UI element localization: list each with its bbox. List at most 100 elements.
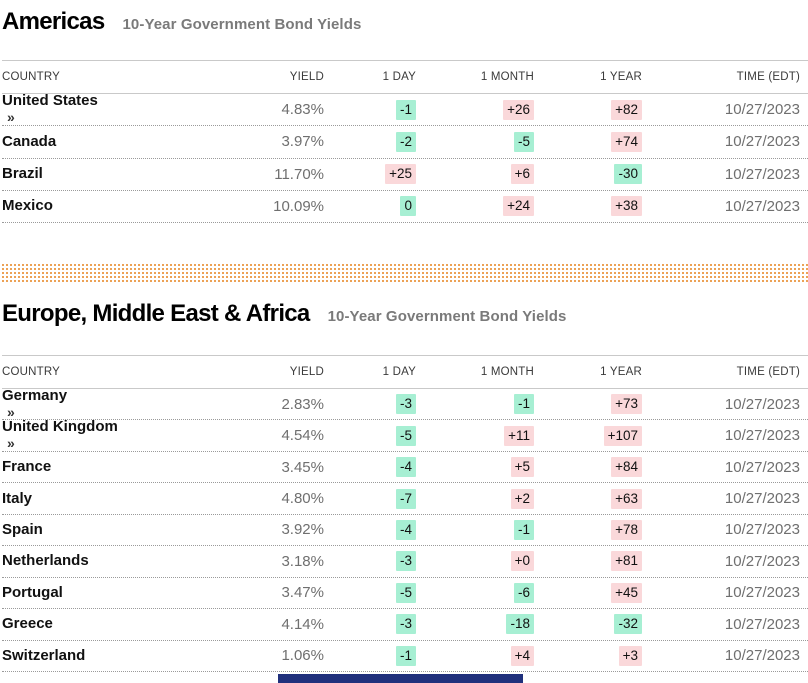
country-name: Canada xyxy=(2,132,57,150)
country-link-arrow-icon[interactable]: » xyxy=(7,403,15,420)
change-1-year-cell: +74 xyxy=(534,131,642,152)
table-body: Germany» 2.83% -3 -1 +73 10/27/2023 United Kin… xyxy=(2,387,808,672)
change-1-month-cell: -1 xyxy=(416,519,534,540)
country-cell: Mexico xyxy=(2,197,174,215)
time-cell: 10/27/2023 xyxy=(724,101,800,119)
section-subtitle: 10-Year Government Bond Yields xyxy=(122,16,362,33)
country-name: Greece xyxy=(2,615,53,633)
change-1-day-cell: -4 xyxy=(324,519,416,540)
change-1-year-cell: -32 xyxy=(534,614,642,635)
table-row: Brazil 11.70% +25 +6 -30 10/27/2023 xyxy=(2,159,808,191)
section-title: Americas xyxy=(2,8,105,35)
change-1-month-cell: +0 xyxy=(416,551,534,572)
section-subtitle: 10-Year Government Bond Yields xyxy=(327,308,567,325)
yield-cell: 2.83% xyxy=(281,395,324,413)
change-1-month-cell: -1 xyxy=(416,394,534,415)
time-cell: 10/27/2023 xyxy=(724,521,800,539)
country-link-arrow-icon[interactable]: » xyxy=(7,109,15,126)
column-header-1-year: 1 YEAR xyxy=(600,366,642,378)
change-badge: +78 xyxy=(611,519,642,540)
change-badge: +107 xyxy=(603,425,642,446)
change-badge: +5 xyxy=(510,457,534,478)
change-1-year-cell: +3 xyxy=(534,645,642,666)
change-1-month-cell: +2 xyxy=(416,488,534,509)
change-1-day-cell: -2 xyxy=(324,131,416,152)
bond-yields-table: COUNTRY YIELD 1 DAY 1 MONTH 1 YEAR TIME (EDT)… xyxy=(2,355,808,672)
country-cell: Brazil xyxy=(2,165,174,183)
change-1-year-cell: +107 xyxy=(534,425,642,446)
change-1-day-cell: -4 xyxy=(324,457,416,478)
country-name: Mexico xyxy=(2,197,53,215)
country-cell: Greece xyxy=(2,615,174,633)
change-1-month-cell: +5 xyxy=(416,457,534,478)
change-badge: +25 xyxy=(385,164,416,185)
change-1-year-cell: -30 xyxy=(534,164,642,185)
time-cell: 10/27/2023 xyxy=(724,458,800,476)
change-1-year-cell: +38 xyxy=(534,196,642,217)
country-cell: France xyxy=(2,458,174,476)
change-1-month-cell: +11 xyxy=(416,425,534,446)
section-americas: Americas 10-Year Government Bond Yields … xyxy=(2,7,808,223)
column-header-yield: YIELD xyxy=(289,366,324,378)
change-badge: -5 xyxy=(395,425,416,446)
change-badge: +74 xyxy=(611,131,642,152)
column-header-time: TIME (EDT) xyxy=(736,366,800,378)
change-1-year-cell: +82 xyxy=(534,99,642,120)
column-header-1-year: 1 YEAR xyxy=(600,71,642,83)
yield-cell: 4.14% xyxy=(281,615,324,633)
change-badge: -5 xyxy=(513,131,534,152)
change-badge: +2 xyxy=(510,488,534,509)
change-badge: +3 xyxy=(618,645,642,666)
change-badge: 0 xyxy=(400,196,416,217)
country-cell: Germany» xyxy=(2,387,174,422)
column-header-yield: YIELD xyxy=(289,71,324,83)
time-cell: 10/27/2023 xyxy=(724,490,800,508)
change-1-month-cell: -18 xyxy=(416,614,534,635)
country-name[interactable]: United Kingdom xyxy=(2,418,118,436)
table-row: Spain 3.92% -4 -1 +78 10/27/2023 xyxy=(2,515,808,547)
time-cell: 10/27/2023 xyxy=(724,197,800,215)
change-badge: -30 xyxy=(614,164,642,185)
country-name: Brazil xyxy=(2,165,43,183)
country-cell: Portugal xyxy=(2,584,174,602)
change-1-month-cell: -5 xyxy=(416,131,534,152)
change-badge: -1 xyxy=(395,99,416,120)
change-badge: -1 xyxy=(513,519,534,540)
country-cell: Spain xyxy=(2,521,174,539)
bond-yields-table: COUNTRY YIELD 1 DAY 1 MONTH 1 YEAR TIME (EDT)… xyxy=(2,60,808,223)
column-header-1-month: 1 MONTH xyxy=(480,366,534,378)
change-badge: +6 xyxy=(510,164,534,185)
country-cell: Italy xyxy=(2,490,174,508)
change-1-year-cell: +73 xyxy=(534,394,642,415)
time-cell: 10/27/2023 xyxy=(724,615,800,633)
table-row: United Kingdom» 4.54% -5 +11 +107 10/27/2023 xyxy=(2,418,808,452)
table-row: Mexico 10.09% 0 +24 +38 10/27/2023 xyxy=(2,191,808,223)
table-row: Italy 4.80% -7 +2 +63 10/27/2023 xyxy=(2,483,808,515)
change-badge: -2 xyxy=(395,131,416,152)
change-badge: -32 xyxy=(614,614,642,635)
change-badge: +4 xyxy=(510,645,534,666)
yield-cell: 10.09% xyxy=(273,197,324,215)
country-link-arrow-icon[interactable]: » xyxy=(7,435,15,452)
country-name[interactable]: Germany xyxy=(2,386,68,404)
yield-cell: 3.18% xyxy=(281,552,324,570)
change-1-day-cell: -5 xyxy=(324,425,416,446)
change-1-month-cell: -6 xyxy=(416,582,534,603)
partial-bottom-banner xyxy=(278,673,523,683)
section-title: Europe, Middle East & Africa xyxy=(2,300,310,327)
table-row: Portugal 3.47% -5 -6 +45 10/27/2023 xyxy=(2,578,808,610)
change-badge: +0 xyxy=(510,551,534,572)
change-badge: +82 xyxy=(611,99,642,120)
yield-cell: 4.83% xyxy=(281,101,324,119)
country-name[interactable]: United States xyxy=(2,92,98,110)
change-badge: +81 xyxy=(611,551,642,572)
change-badge: -3 xyxy=(395,614,416,635)
change-1-day-cell: +25 xyxy=(324,164,416,185)
change-badge: +38 xyxy=(611,196,642,217)
change-badge: +63 xyxy=(611,488,642,509)
time-cell: 10/27/2023 xyxy=(724,427,800,445)
table-body: United States» 4.83% -1 +26 +82 10/27/2023 Can… xyxy=(2,92,808,223)
time-cell: 10/27/2023 xyxy=(724,552,800,570)
country-cell: United States» xyxy=(2,92,174,127)
change-badge: -1 xyxy=(395,645,416,666)
